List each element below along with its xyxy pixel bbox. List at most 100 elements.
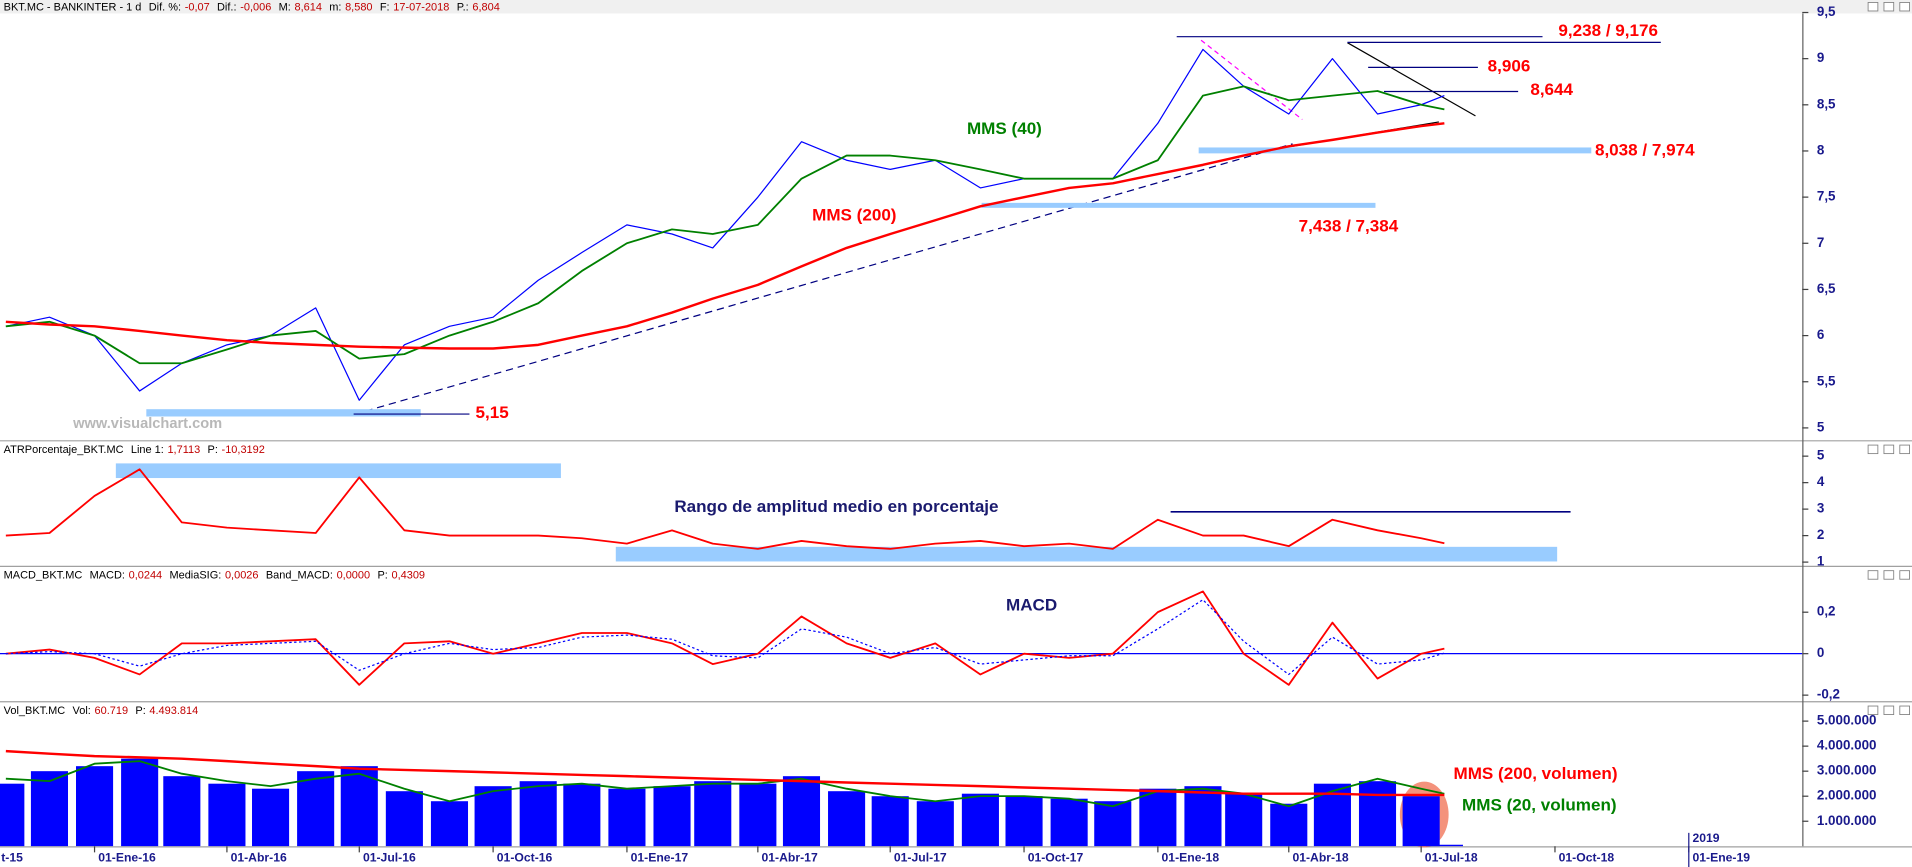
volume-bar — [208, 783, 246, 847]
readout-label: Dif. %: — [149, 1, 181, 13]
y-tick-label: 0 — [1817, 645, 1824, 660]
volume-bar — [1425, 844, 1463, 847]
volume-bar — [563, 783, 601, 847]
series-label: MMS (200) — [812, 205, 896, 224]
panel-title: Vol_BKT.MC — [4, 705, 66, 717]
level-label: 7,438 / 7,384 — [1299, 216, 1399, 235]
y-tick-label: 0,2 — [1817, 604, 1836, 619]
year-label: 2019 — [1692, 831, 1719, 845]
y-tick-label: 6 — [1817, 327, 1824, 342]
volume-bar — [739, 783, 777, 847]
panel-0 — [5, 36, 1661, 417]
x-tick-label: t-15 — [1, 851, 23, 865]
window-button — [1867, 444, 1879, 455]
readout-value: 17-07-2018 — [393, 1, 449, 13]
volume-bar — [121, 758, 159, 847]
y-tick-label: 7 — [1817, 235, 1824, 250]
y-tick-label: 8,5 — [1817, 96, 1836, 111]
volume-bar — [1184, 786, 1222, 847]
y-tick-label: 2 — [1817, 527, 1824, 542]
series-label: MMS (20, volumen) — [1462, 796, 1617, 815]
panel-header: MACD_BKT.MC MACD: 0,0244 MediaSIG: 0,0026 Ban… — [4, 569, 425, 581]
trend-line — [1200, 39, 1303, 120]
readout-value: 60.719 — [95, 705, 129, 717]
readout-label: F: — [380, 1, 390, 13]
volume-bar — [385, 791, 423, 847]
level-label: 8,644 — [1530, 80, 1573, 99]
series-label: MMS (40) — [967, 119, 1042, 138]
volume-bar — [519, 781, 557, 847]
readout-value: -0,006 — [240, 1, 271, 13]
readout-value: 0,0244 — [129, 569, 163, 581]
window-button — [1867, 2, 1879, 12]
series-line — [5, 599, 1445, 676]
annotation: Rango de amplitud medio en porcentaje — [674, 497, 998, 516]
annotation: MACD — [1006, 596, 1057, 615]
volume-bar — [30, 771, 69, 847]
series-line — [5, 749, 1445, 797]
y-tick-label: 9 — [1817, 50, 1824, 65]
y-tick-label: -0,2 — [1817, 687, 1840, 702]
panel-header: ATRPorcentaje_BKT.MC Line 1: 1,7113 P: -10,3… — [4, 444, 265, 456]
volume-bar — [76, 766, 114, 847]
x-tick-label: 01-Ene-18 — [1162, 851, 1220, 865]
volume-bar — [608, 788, 646, 847]
readout-label: MediaSIG: — [169, 569, 221, 581]
readout-label: M: — [279, 1, 291, 13]
volume-bar — [961, 793, 999, 847]
readout-label: Band_MACD: — [266, 569, 333, 581]
volume-bar — [340, 766, 378, 847]
readout-label: m: — [329, 1, 341, 13]
y-tick-label: 4.000.000 — [1817, 738, 1877, 753]
series-line — [5, 590, 1445, 686]
y-tick-label: 4 — [1817, 474, 1825, 489]
readout-value: 6,804 — [472, 1, 499, 13]
y-tick-label: 5 — [1817, 419, 1825, 434]
level-band — [1198, 147, 1592, 154]
level-band — [615, 546, 1558, 562]
level-band — [115, 463, 561, 479]
panel-frames — [0, 13, 1912, 848]
volume-bar — [474, 786, 512, 847]
volume-bar — [1050, 798, 1088, 847]
readout-label: Vol: — [73, 705, 91, 717]
volume-bar — [1358, 781, 1397, 847]
readout-label: Dif.: — [217, 1, 237, 13]
y-tick-label: 1.000.000 — [1817, 813, 1877, 828]
readout-value: 8,580 — [345, 1, 372, 13]
y-tick-label: 1 — [1817, 554, 1825, 569]
volume-bar — [252, 788, 290, 847]
readout-label: P: — [208, 444, 218, 456]
level-label: 5,15 — [476, 403, 510, 422]
series-label: MMS (200, volumen) — [1454, 764, 1618, 783]
y-tick-label: 5.000.000 — [1817, 713, 1877, 728]
panel-title: MACD_BKT.MC — [4, 569, 83, 581]
readout-value: 1,7113 — [167, 444, 200, 456]
window-button — [1899, 2, 1910, 12]
volume-bar — [1402, 796, 1440, 847]
readout-value: 0,4309 — [391, 569, 425, 581]
volume-bar — [297, 771, 335, 847]
volume-bar — [0, 783, 25, 847]
window-button — [1867, 570, 1879, 580]
series-line — [5, 760, 1445, 808]
x-tick-label: 01-Jul-16 — [363, 851, 416, 865]
x-tick-label: 01-Jul-18 — [1425, 851, 1478, 865]
y-tick-label: 7,5 — [1817, 189, 1836, 204]
panel-2 — [0, 590, 1803, 686]
x-tick-label: 01-Oct-16 — [497, 851, 553, 865]
volume-bar — [1270, 803, 1308, 847]
volume-bar — [916, 801, 954, 847]
y-tick-label: 6,5 — [1817, 281, 1836, 296]
window-button — [1883, 705, 1895, 715]
readout-value: 0,0000 — [337, 569, 371, 581]
volume-bar — [163, 776, 201, 847]
volume-bar — [430, 801, 469, 847]
readout-value: 4.493.814 — [149, 705, 198, 717]
y-tick-label: 2.000.000 — [1817, 788, 1877, 803]
panel-1 — [5, 463, 1571, 562]
level-label: 9,238 / 9,176 — [1558, 21, 1658, 40]
volume-bar — [1139, 788, 1177, 847]
